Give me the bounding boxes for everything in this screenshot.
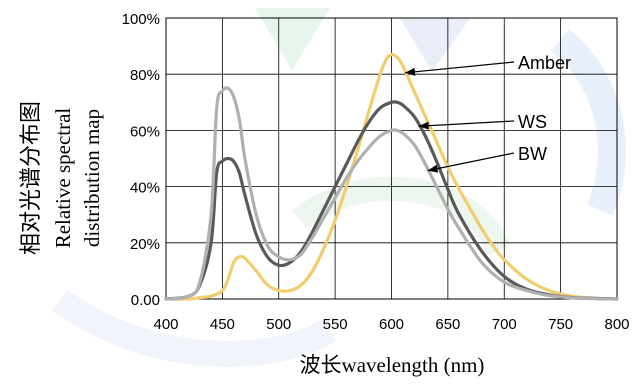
- watermark-triangle: [255, 8, 330, 70]
- annotation-arrowhead-ws: [418, 121, 429, 130]
- y-axis-ticks: 0.00 20% 40% 60% 80% 100%: [122, 11, 160, 309]
- y-axis-label-line-2: Relative spectral: [51, 108, 75, 249]
- x-tick-label: 700: [492, 316, 517, 333]
- y-tick-label: 20%: [130, 236, 160, 253]
- watermark-arc: [550, 29, 626, 216]
- annotation-arrowhead-bw: [427, 164, 439, 173]
- annotations: Amber WS BW: [404, 53, 571, 173]
- annotation-label-bw: BW: [518, 144, 547, 164]
- annotation-label-ws: WS: [518, 112, 547, 132]
- y-axis-label-line-1: 相对光谱分布图: [18, 101, 43, 255]
- x-tick-label: 500: [266, 316, 291, 333]
- y-tick-label: 60%: [130, 123, 160, 140]
- watermark-arc: [52, 289, 337, 367]
- series-line-amber: [164, 52, 619, 301]
- annotation-arrow-ws: [418, 120, 515, 127]
- annotation-arrow-bw: [427, 152, 515, 172]
- x-tick-label: 400: [153, 316, 178, 333]
- plot-frame: [165, 17, 618, 300]
- y-tick-label: 0.00: [131, 292, 160, 309]
- x-tick-label: 750: [548, 316, 573, 333]
- x-tick-label: 800: [604, 316, 629, 333]
- x-axis-label: 波长wavelength (nm): [300, 353, 485, 377]
- x-tick-label: 650: [435, 316, 460, 333]
- annotation-arrowhead-amber: [405, 67, 416, 76]
- y-tick-label: 100%: [122, 11, 160, 28]
- x-tick-label: 550: [323, 316, 348, 333]
- x-axis-ticks: 400 450 500 550 600 650 700 750 800: [153, 316, 629, 333]
- x-tick-label: 450: [210, 316, 235, 333]
- watermark-triangle: [400, 18, 470, 72]
- annotation-label-amber: Amber: [518, 53, 571, 73]
- y-axis-label-line-3: distribution map: [80, 109, 104, 247]
- series-layer: [164, 52, 619, 301]
- x-tick-label: 600: [379, 316, 404, 333]
- y-tick-label: 80%: [130, 67, 160, 84]
- y-tick-label: 40%: [130, 180, 160, 197]
- y-axis-label: 相对光谱分布图 Relative spectral distribution m…: [18, 101, 104, 255]
- series-line-bw: [164, 86, 619, 301]
- annotation-arrow-amber: [404, 61, 515, 74]
- series-line-ws: [164, 100, 619, 301]
